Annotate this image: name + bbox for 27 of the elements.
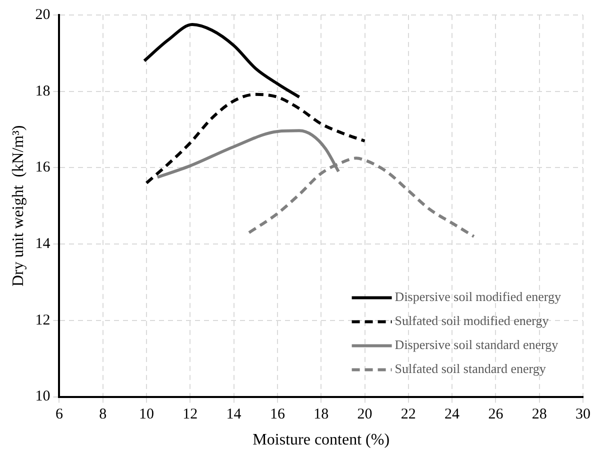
- x-tick-label: 28: [532, 406, 547, 423]
- x-tick-label: 20: [357, 406, 372, 423]
- legend-label: Sulfated soil standard energy: [394, 361, 546, 376]
- x-tick-label: 30: [576, 406, 590, 423]
- x-tick-label: 8: [99, 406, 107, 423]
- y-tick-label: 18: [35, 83, 50, 100]
- x-tick-label: 24: [444, 406, 460, 423]
- x-tick-label: 6: [55, 406, 64, 423]
- y-tick-label: 10: [35, 388, 50, 405]
- y-tick-label: 16: [35, 160, 51, 176]
- y-tick-label: 12: [35, 312, 50, 328]
- x-tick-label: 14: [226, 406, 242, 423]
- line-series: [142, 23, 301, 99]
- y-tick-label: 20: [35, 6, 50, 23]
- y-tick-label: 14: [35, 236, 51, 252]
- x-tick-label: 12: [182, 406, 198, 423]
- line-series: [145, 92, 366, 184]
- legend-label: Dispersive soil standard energy: [394, 337, 559, 352]
- y-axis-title: Dry unit weight (kN/m³): [10, 125, 27, 287]
- legend-label: Sulfated soil modified energy: [394, 313, 550, 328]
- x-tick-label: 22: [400, 406, 416, 423]
- legend-label: Dispersive soil modified energy: [394, 289, 562, 304]
- x-axis-title: Moisture content (%): [252, 432, 390, 449]
- x-tick-label: 26: [488, 406, 504, 423]
- x-tick-label: 10: [139, 406, 154, 423]
- x-tick-label: 16: [270, 406, 286, 423]
- x-tick-label: 18: [314, 406, 329, 423]
